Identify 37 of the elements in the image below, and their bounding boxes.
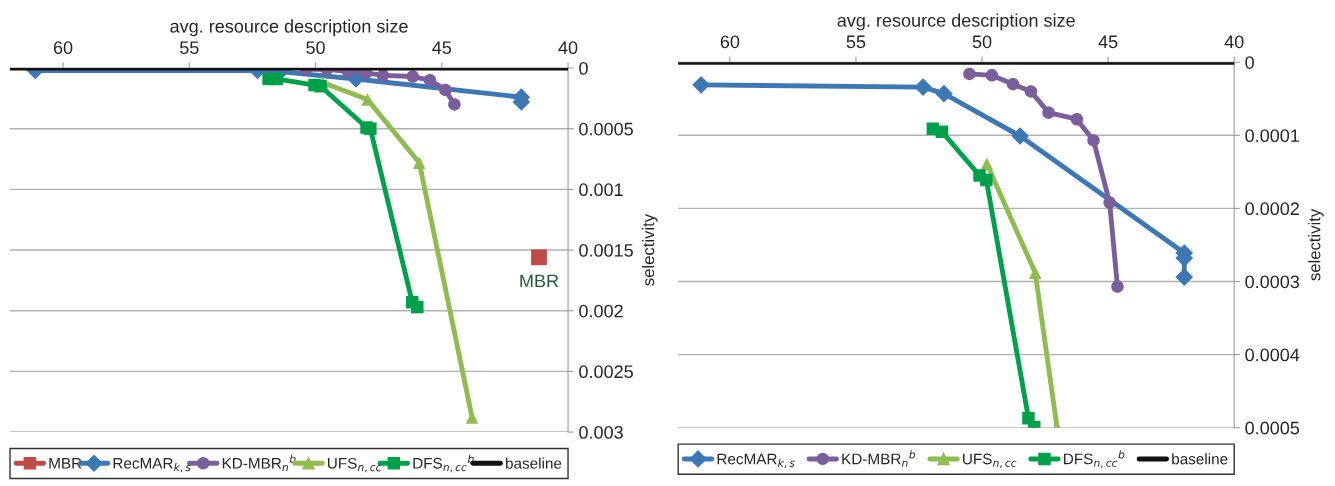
legend-label: baseline (506, 457, 562, 469)
legend-label: RecMAR$_{k,s}$ (717, 453, 795, 469)
y-axis-title: selectivity (642, 213, 658, 286)
legend-label: UFS$_{n,cc}$ (327, 457, 382, 473)
x-tick-label: 50 (972, 35, 992, 49)
y-tick-label: 0.0025 (579, 365, 633, 379)
x-tick-label: 40 (558, 41, 578, 55)
x-axis-title: avg. resource description size (170, 19, 408, 37)
annotation: MBR (520, 274, 559, 288)
x-tick-label: 45 (1098, 35, 1118, 49)
x-tick-label: 45 (432, 41, 452, 55)
x-tick-label: 40 (1224, 35, 1244, 49)
legend-label: KD-MBR$_{n}$$^{b}$ (842, 450, 916, 467)
x-tick-label: 55 (179, 41, 199, 55)
legend-label: RecMAR$_{k,s}$ (113, 458, 191, 473)
y-tick-label: 0 (1245, 56, 1254, 69)
y-axis-title: selectivity (1308, 208, 1324, 281)
y-tick-label: 0.0015 (579, 243, 633, 257)
legend-label: DFS$_{n,cc}$$^{b}$ (1064, 450, 1125, 468)
legend-label: UFS$_{n,cc}$ (963, 453, 1017, 469)
y-tick-label: 0.002 (579, 304, 623, 318)
x-tick-label: 50 (306, 41, 325, 55)
legend-label: MBR (49, 458, 82, 469)
x-tick-label: 60 (720, 35, 740, 49)
y-tick-label: 0.0005 (1245, 421, 1300, 435)
y-tick-label: 0.001 (579, 183, 623, 197)
y-tick-label: 0.0003 (1245, 275, 1300, 289)
y-tick-label: 0.0002 (1245, 202, 1299, 216)
x-tick-label: 60 (53, 41, 73, 55)
y-tick-label: 0.0004 (1245, 348, 1300, 362)
y-tick-label: 0.003 (579, 425, 623, 439)
y-tick-label: 0 (579, 61, 588, 75)
y-tick-label: 0.0001 (1245, 129, 1299, 143)
x-axis-title: avg. resource description size (837, 13, 1075, 31)
x-tick-label: 55 (846, 35, 866, 49)
y-tick-label: 0.0005 (579, 122, 633, 136)
legend-label: baseline (1172, 453, 1228, 465)
